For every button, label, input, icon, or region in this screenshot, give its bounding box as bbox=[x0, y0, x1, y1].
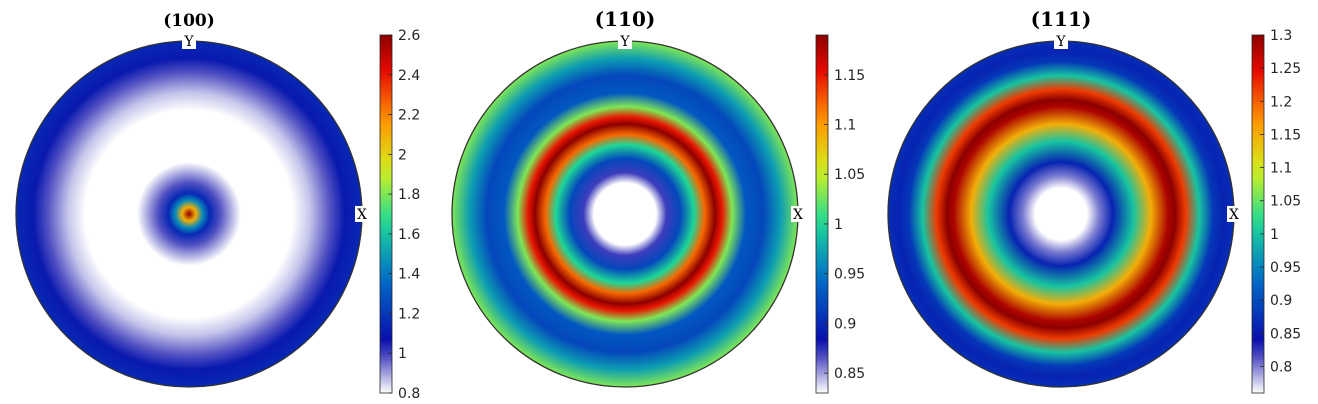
svg-text:X: X bbox=[1229, 207, 1239, 223]
colorbar-tick-label: 1.15 bbox=[834, 68, 865, 84]
colorbar-tick-label: 1 bbox=[834, 217, 843, 233]
colorbar-tick-label: 1.4 bbox=[398, 267, 420, 283]
colorbar-bar bbox=[815, 34, 829, 394]
colorbar-tick-label: 1.25 bbox=[1270, 61, 1301, 77]
pole-figure-disk bbox=[887, 40, 1235, 388]
pole-figure-panel-110: (110) Y X 0.85 0.9 0.95 1 1.05 1.1 1.15 bbox=[451, 7, 865, 394]
x-axis-tag: X bbox=[791, 206, 805, 223]
colorbar-tick-label: 1.2 bbox=[398, 306, 420, 322]
y-axis-tag: Y bbox=[182, 33, 196, 50]
colorbar-tick-label: 2.2 bbox=[398, 108, 420, 124]
colorbar: 0.8 1 1.2 1.4 1.6 1.8 2 2.2 2.4 2.6 bbox=[379, 28, 420, 402]
pole-figure-title: (111) bbox=[1031, 7, 1092, 31]
colorbar-tick-label: 1.05 bbox=[834, 167, 865, 183]
colorbar-tick-label: 0.8 bbox=[1270, 359, 1292, 375]
pole-figure-title: (100) bbox=[163, 11, 215, 31]
colorbar-tick-label: 2.4 bbox=[398, 68, 420, 84]
pole-figure-panel-100: (100) Y X 0.8 1 1.2 1.4 1.6 1.8 2 2.2 2.4 2.6 bbox=[15, 11, 420, 402]
pole-figure-panel-111: (111) Y X 0.8 0.85 0.9 0.95 1 1.05 1.1 1.15 1.2 1… bbox=[887, 7, 1301, 394]
colorbar-tick-label: 0.85 bbox=[834, 366, 865, 382]
colorbar-tick-label: 0.95 bbox=[1270, 260, 1301, 276]
svg-text:Y: Y bbox=[619, 34, 630, 50]
colorbar-tick-label: 1.2 bbox=[1270, 94, 1292, 110]
colorbar-tick-label: 1.1 bbox=[834, 118, 856, 134]
colorbar-tick-label: 1 bbox=[1270, 227, 1279, 243]
colorbar-tick-label: 1.1 bbox=[1270, 161, 1292, 177]
colorbar-tick-label: 0.85 bbox=[1270, 326, 1301, 342]
colorbar-tick-label: 1.05 bbox=[1270, 194, 1301, 210]
svg-text:X: X bbox=[357, 207, 367, 223]
colorbar: 0.8 0.85 0.9 0.95 1 1.05 1.1 1.15 1.2 1.25 1.3 bbox=[1251, 28, 1301, 394]
colorbar-tick-label: 0.9 bbox=[834, 316, 856, 332]
colorbar-bar bbox=[1251, 34, 1265, 394]
x-axis-tag: X bbox=[1227, 206, 1241, 223]
colorbar-tick-label: 1.3 bbox=[1270, 28, 1292, 44]
colorbar-tick-label: 1.6 bbox=[398, 227, 420, 243]
colorbar-tick-label: 1 bbox=[398, 346, 407, 362]
colorbar-bar bbox=[379, 34, 393, 394]
colorbar-tick-label: 0.8 bbox=[398, 386, 420, 402]
x-axis-tag: X bbox=[355, 206, 369, 223]
colorbar-tick-label: 1.15 bbox=[1270, 127, 1301, 143]
y-axis-tag: Y bbox=[1054, 33, 1068, 50]
colorbar-tick-label: 2.6 bbox=[398, 28, 420, 44]
colorbar-tick-label: 0.95 bbox=[834, 267, 865, 283]
colorbar-tick-label: 2 bbox=[398, 147, 407, 163]
colorbar-tick-label: 1.8 bbox=[398, 187, 420, 203]
colorbar-tick-label: 0.9 bbox=[1270, 293, 1292, 309]
pole-figure-disk bbox=[451, 40, 799, 388]
svg-text:Y: Y bbox=[1055, 34, 1066, 50]
y-axis-tag: Y bbox=[618, 33, 632, 50]
pole-figure-title: (110) bbox=[595, 7, 656, 31]
svg-text:X: X bbox=[793, 207, 803, 223]
pole-figure-disk bbox=[15, 40, 363, 388]
colorbar: 0.85 0.9 0.95 1 1.05 1.1 1.15 bbox=[815, 34, 865, 394]
svg-text:Y: Y bbox=[183, 34, 194, 50]
